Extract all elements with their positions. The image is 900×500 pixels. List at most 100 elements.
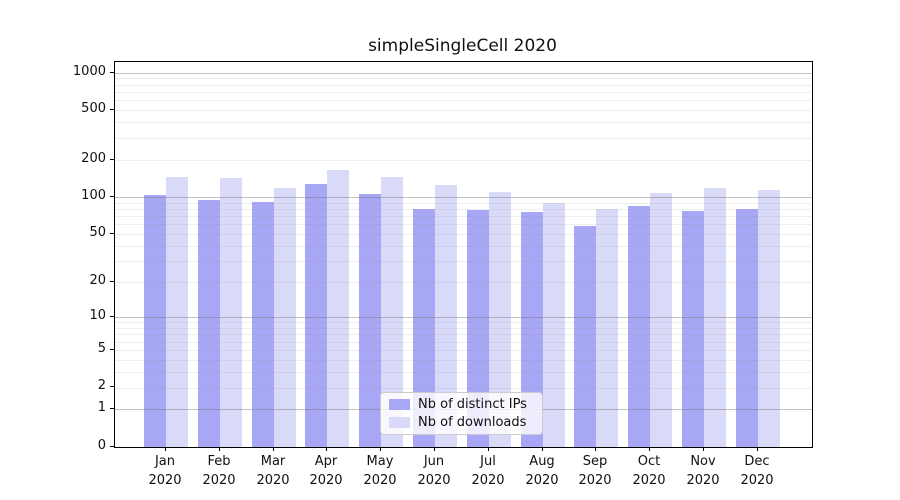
- gridline-minor: [115, 349, 812, 351]
- gridline-minor: [115, 341, 812, 343]
- bar-nb-of-downloads-sep: [596, 208, 619, 447]
- x-axis-tick-label: Dec 2020: [740, 454, 774, 488]
- y-axis-tick-label: 50: [89, 225, 106, 240]
- y-axis-tick-label: 100: [81, 188, 106, 203]
- bar-nb-of-downloads-nov: [704, 188, 726, 447]
- gridline-minor: [115, 282, 812, 283]
- bar-nb-of-downloads-mar: [273, 187, 296, 447]
- bar-nb-of-downloads-oct: [650, 193, 673, 447]
- x-axis-tick-mark: [703, 447, 704, 451]
- x-axis-tick-mark: [757, 447, 758, 451]
- bar-nb-of-downloads-dec: [757, 190, 780, 447]
- gridline-minor: [115, 334, 812, 336]
- legend-item-distinct-ips: Nb of distinct IPs: [389, 395, 534, 414]
- y-axis-tick-label: 200: [81, 151, 106, 166]
- x-axis-tick-label: Jul 2020: [471, 454, 505, 488]
- bar-nb-of-distinct-ips-jan: [144, 195, 166, 447]
- bar-nb-of-distinct-ips-nov: [682, 210, 704, 447]
- gridline-major: [115, 196, 812, 198]
- chart-title: simpleSingleCell 2020: [368, 36, 557, 56]
- legend-label-distinct-ips: Nb of distinct IPs: [418, 396, 527, 412]
- y-axis-tick-mark: [110, 349, 114, 350]
- bar-nb-of-distinct-ips-sep: [574, 226, 597, 447]
- y-axis-tick-mark: [110, 446, 114, 447]
- gridline-minor: [115, 260, 812, 262]
- y-axis-tick-mark: [110, 72, 114, 73]
- x-axis-tick-mark: [380, 447, 381, 451]
- gridline-minor: [115, 100, 812, 102]
- x-axis-tick-mark: [434, 447, 435, 451]
- gridline-minor: [115, 233, 812, 235]
- x-axis-tick-label: Jun 2020: [417, 454, 451, 488]
- y-axis-tick-label: 10: [89, 308, 106, 323]
- bar-nb-of-distinct-ips-oct: [628, 206, 651, 447]
- gridline-minor: [115, 359, 812, 361]
- bar-nb-of-downloads-apr: [327, 169, 350, 447]
- legend: Nb of distinct IPs Nb of downloads: [380, 392, 543, 435]
- x-axis-tick-label: Aug 2020: [525, 454, 559, 488]
- y-axis-tick-mark: [110, 316, 114, 317]
- bar-nb-of-distinct-ips-apr: [305, 184, 328, 447]
- bar-nb-of-distinct-ips-dec: [735, 208, 758, 447]
- bar-nb-of-distinct-ips-may: [359, 194, 382, 447]
- gridline-minor: [115, 84, 812, 86]
- y-axis-tick-mark: [110, 281, 114, 282]
- bar-nb-of-downloads-may: [381, 176, 404, 447]
- gridline-minor: [115, 371, 812, 373]
- y-axis-tick-mark: [110, 386, 114, 387]
- legend-item-downloads: Nb of downloads: [389, 414, 534, 433]
- x-axis-tick-mark: [649, 447, 650, 451]
- bar-nb-of-distinct-ips-aug: [520, 211, 543, 447]
- gridline-minor: [115, 216, 812, 217]
- gridline-minor: [115, 224, 812, 226]
- y-axis-tick-mark: [110, 109, 114, 110]
- gridline-minor: [115, 322, 812, 324]
- legend-swatch-downloads: [389, 417, 410, 429]
- y-axis-tick-label: 500: [81, 101, 106, 116]
- gridline-minor: [115, 202, 812, 204]
- x-axis-tick-label: Mar 2020: [256, 454, 290, 488]
- bar-nb-of-downloads-jan: [166, 176, 188, 447]
- bar-nb-of-distinct-ips-mar: [251, 201, 274, 447]
- gridline-minor: [115, 387, 812, 389]
- x-axis-tick-mark: [542, 447, 543, 451]
- bar-nb-of-distinct-ips-feb: [197, 199, 220, 447]
- x-axis-tick-label: Feb 2020: [202, 454, 236, 488]
- x-axis-tick-label: Sep 2020: [578, 454, 612, 488]
- bar-nb-of-downloads-jul: [488, 192, 511, 447]
- x-axis-tick-label: Nov 2020: [686, 454, 720, 488]
- x-axis-tick-label: Apr 2020: [309, 454, 343, 488]
- legend-swatch-distinct-ips: [389, 398, 410, 410]
- y-axis-tick-label: 1: [97, 400, 106, 415]
- gridline-major: [115, 317, 812, 318]
- gridline-minor: [115, 137, 812, 139]
- y-axis-tick-mark: [110, 196, 114, 197]
- gridline-minor: [115, 208, 812, 210]
- bar-nb-of-downloads-aug: [542, 202, 565, 447]
- y-axis-tick-label: 5: [97, 341, 106, 356]
- x-axis-tick-mark: [219, 447, 220, 451]
- x-axis-tick-mark: [165, 447, 166, 451]
- bar-nb-of-downloads-feb: [219, 177, 242, 447]
- bar-nb-of-distinct-ips-jul: [466, 209, 489, 447]
- y-axis-tick-label: 1000: [72, 64, 106, 79]
- bar-nb-of-distinct-ips-jun: [413, 208, 435, 447]
- plot-area: Nb of distinct IPs Nb of downloads: [114, 61, 813, 448]
- gridline-minor: [115, 122, 812, 124]
- x-axis-tick-mark: [273, 447, 274, 451]
- x-axis-tick-label: Oct 2020: [632, 454, 666, 488]
- x-axis-tick-mark: [488, 447, 489, 451]
- gridline-minor: [115, 110, 812, 112]
- y-axis-tick-label: 20: [89, 273, 106, 288]
- y-axis-tick-mark: [110, 408, 114, 409]
- gridline-minor: [115, 327, 812, 329]
- gridline-major: [115, 72, 812, 74]
- bar-nb-of-downloads-jun: [435, 184, 457, 447]
- y-axis-tick-mark: [110, 233, 114, 234]
- x-axis-tick-label: May 2020: [363, 454, 397, 488]
- y-axis-tick-label: 2: [97, 378, 106, 393]
- gridline-minor: [115, 159, 812, 161]
- y-axis-tick-label: 0: [97, 438, 106, 453]
- gridline-minor: [115, 78, 812, 80]
